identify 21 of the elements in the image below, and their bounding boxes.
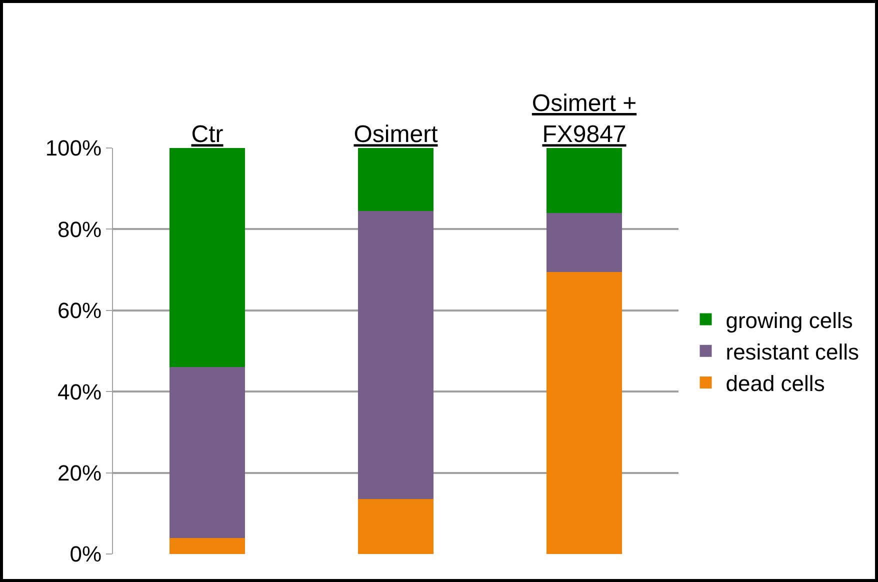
bar (546, 212, 622, 272)
y-tick-label: 100% (45, 136, 102, 161)
bar (170, 538, 245, 554)
legend-label: dead cells (726, 371, 825, 396)
y-tick-label: 0% (70, 542, 102, 567)
x-tick-label: Ctr (191, 121, 224, 148)
legend-label: resistant cells (726, 339, 860, 364)
x-tick-label: Osimert (354, 121, 438, 148)
y-tick-label: 80% (58, 216, 102, 242)
bar (546, 148, 622, 213)
bar (170, 148, 245, 368)
y-tick-label: 40% (58, 379, 102, 404)
y-tick-label: 60% (58, 298, 102, 324)
bar (546, 272, 622, 554)
legend-label: growing cells (726, 308, 853, 333)
bar (358, 499, 434, 554)
x-tick-label: Osimert + FX9847 (532, 90, 637, 148)
y-tick-label: 20% (58, 460, 102, 486)
bar (170, 367, 245, 538)
bar (358, 148, 434, 211)
bar (358, 210, 434, 500)
